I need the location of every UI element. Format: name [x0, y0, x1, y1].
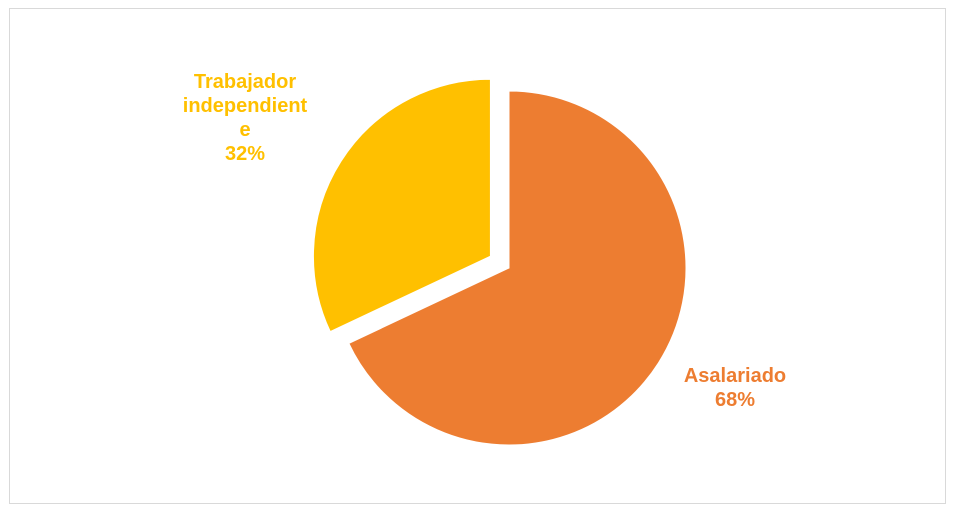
data-label-asalariado: Asalariado 68% [660, 364, 810, 412]
data-label-line: independient [182, 95, 308, 117]
data-label-line: Trabajador [193, 71, 297, 93]
pie-slice-asalariado [348, 90, 687, 446]
pie-slice-trabajador-independiente [312, 78, 491, 333]
pie-chart [312, 78, 687, 446]
data-label-line: e [239, 119, 251, 141]
data-label-line: 68% [714, 389, 756, 411]
data-label-line: Asalariado [683, 365, 787, 387]
data-label-line: 32% [224, 143, 266, 165]
chart-area: Trabajador independient e 32% Asalariado… [9, 8, 946, 504]
data-label-trabajador-independiente: Trabajador independient e 32% [160, 70, 330, 166]
